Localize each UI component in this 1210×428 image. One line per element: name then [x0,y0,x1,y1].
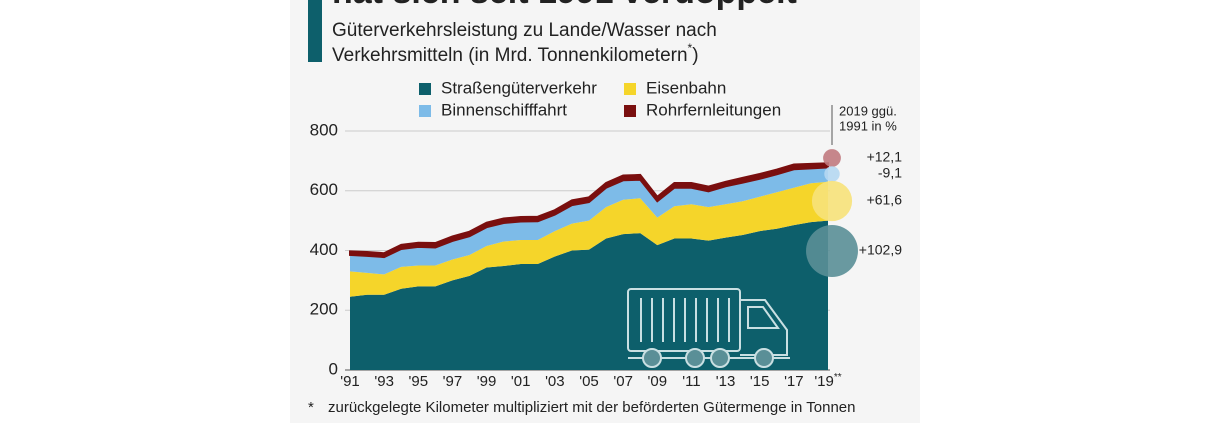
change-bubble [823,149,841,167]
x-tick-text: '91 [340,373,360,390]
subtitle: Verkehrsmitteln (in Mrd. Tonnenkilometer… [332,41,699,66]
legend-label: Rohrfernleitungen [646,100,781,119]
x-tick-text: '15 [750,373,770,390]
legend-swatch [624,105,636,117]
change-label: -9,1 [878,165,902,181]
x-tick-text: '97 [443,373,463,390]
y-tick-label: 400 [310,240,338,259]
footnote-mark: * [308,399,314,416]
x-tick-text: '07 [613,373,633,390]
x-tick-text: '05 [579,373,599,390]
y-tick-label: 800 [310,120,338,139]
area [350,181,828,297]
x-tick-label: '19** [814,372,841,390]
x-tick-label: '03 [545,373,565,390]
subtitle-text: Verkehrsmitteln (in Mrd. Tonnenkilometer… [332,45,688,66]
x-tick-label: '93 [374,373,394,390]
x-tick-text: '03 [545,373,565,390]
legend-swatch [624,83,636,95]
x-tick-label: '07 [613,373,633,390]
chart-title: hat sich seit 1991 verdoppelt [332,0,797,11]
annotation-text: 2019 ggü. [839,103,897,118]
legend-swatch [419,83,431,95]
x-tick-marker: ** [834,372,842,383]
legend-label: Straßengüterverkehr [441,78,597,97]
x-tick-text: '95 [409,373,429,390]
x-tick-text: '19 [814,373,834,390]
accent-bar [308,0,322,62]
x-tick-label: '97 [443,373,463,390]
x-tick-text: '11 [682,373,700,390]
footnote: zurückgelegte Kilometer multipliziert mi… [328,399,856,416]
x-tick-label: '99 [477,373,497,390]
annotation-text: 1991 in % [839,118,897,133]
subtitle-text: ) [692,45,698,66]
x-tick-text: '01 [511,373,531,390]
x-tick-text: '17 [784,373,804,390]
change-label: +61,6 [867,192,903,208]
x-tick-text: '09 [648,373,668,390]
change-label: +102,9 [859,242,902,258]
x-tick-label: '11 [682,373,700,390]
x-tick-text: '13 [716,373,736,390]
x-tick-label: '17 [784,373,804,390]
legend-label: Eisenbahn [646,78,726,97]
x-tick-text: '99 [477,373,497,390]
x-tick-label: '05 [579,373,599,390]
y-tick-label: 600 [310,180,338,199]
area [350,167,828,275]
x-tick-text: '93 [374,373,394,390]
x-tick-label: '95 [409,373,429,390]
x-tick-label: '91 [340,373,360,390]
change-bubble [811,180,853,222]
subtitle-mark: * [688,41,693,55]
x-tick-label: '15 [750,373,770,390]
x-tick-label: '01 [511,373,531,390]
legend-swatch [419,105,431,117]
area [350,220,828,370]
subtitle: Güterverkehrsleistung zu Lande/Wasser na… [332,20,717,41]
x-tick-label: '13 [716,373,736,390]
truck-icon [627,288,790,368]
y-tick-label: 200 [310,300,338,319]
change-bubble [806,225,858,277]
y-tick-label: 0 [329,359,338,378]
change-label: +12,1 [867,149,903,165]
x-tick-label: '09 [648,373,668,390]
change-bubble [824,166,840,182]
legend-label: Binnenschifffahrt [441,100,567,119]
plot: 0 200 400 600 800 '91 '93 '95 '97 '99 '01 '03 '05 '07… [310,78,903,389]
